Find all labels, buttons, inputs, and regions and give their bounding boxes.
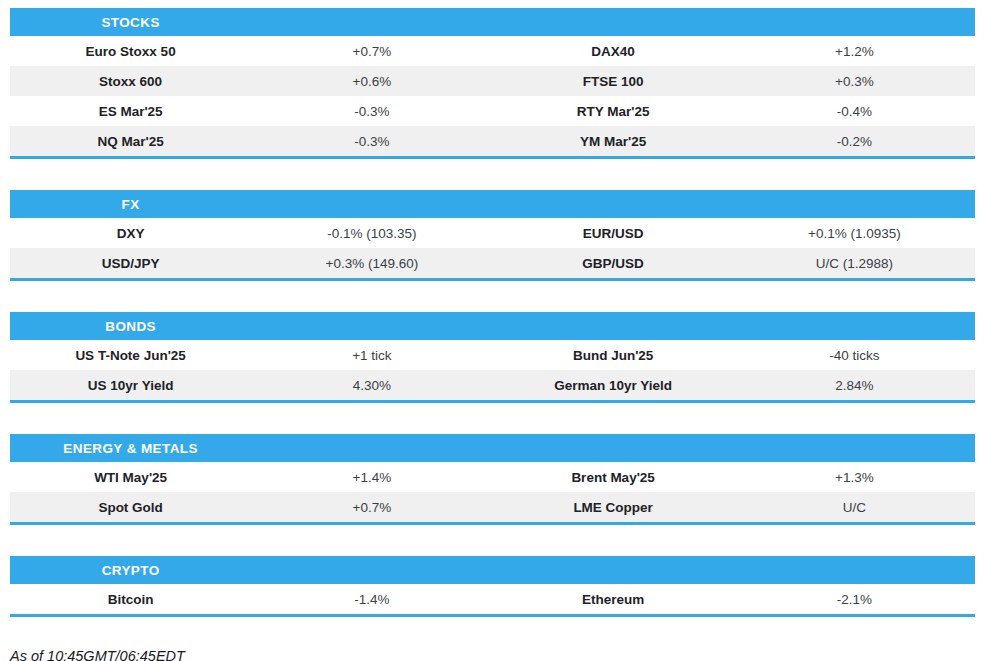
- instrument-value: U/C: [734, 500, 975, 515]
- instrument-label: Brent May'25: [493, 470, 734, 485]
- instrument-label: German 10yr Yield: [493, 378, 734, 393]
- instrument-value: -0.3%: [251, 104, 492, 119]
- instrument-label: YM Mar'25: [493, 134, 734, 149]
- instrument-value: +1.2%: [734, 44, 975, 59]
- section-header-crypto: CRYPTO: [10, 556, 975, 584]
- table-row: Bitcoin -1.4% Ethereum -2.1%: [10, 584, 975, 614]
- market-wrap-page: STOCKS Euro Stoxx 50 +0.7% DAX40 +1.2% S…: [0, 0, 985, 661]
- instrument-label: DAX40: [493, 44, 734, 59]
- section-header-stocks: STOCKS: [10, 8, 975, 36]
- instrument-value: +0.3%: [734, 74, 975, 89]
- instrument-label: WTI May'25: [10, 470, 251, 485]
- instrument-label: Spot Gold: [10, 500, 251, 515]
- section-header-energy-metals: ENERGY & METALS: [10, 434, 975, 462]
- table-row: US 10yr Yield 4.30% German 10yr Yield 2.…: [10, 370, 975, 400]
- instrument-value: -0.3%: [251, 134, 492, 149]
- table-row: ES Mar'25 -0.3% RTY Mar'25 -0.4%: [10, 96, 975, 126]
- instrument-label: RTY Mar'25: [493, 104, 734, 119]
- instrument-label: ES Mar'25: [10, 104, 251, 119]
- instrument-value: -0.2%: [734, 134, 975, 149]
- section-energy-metals: ENERGY & METALS WTI May'25 +1.4% Brent M…: [10, 434, 975, 525]
- section-title: ENERGY & METALS: [10, 441, 251, 456]
- instrument-value: -40 ticks: [734, 348, 975, 363]
- instrument-value: -0.1% (103.35): [251, 226, 492, 241]
- instrument-label: EUR/USD: [493, 226, 734, 241]
- section-fx: FX DXY -0.1% (103.35) EUR/USD +0.1% (1.0…: [10, 190, 975, 281]
- instrument-label: Bund Jun'25: [493, 348, 734, 363]
- instrument-label: Euro Stoxx 50: [10, 44, 251, 59]
- section-crypto: CRYPTO Bitcoin -1.4% Ethereum -2.1%: [10, 556, 975, 617]
- instrument-value: +0.3% (149.60): [251, 256, 492, 271]
- instrument-label: US 10yr Yield: [10, 378, 251, 393]
- instrument-label: Stoxx 600: [10, 74, 251, 89]
- instrument-value: -2.1%: [734, 592, 975, 607]
- table-row: USD/JPY +0.3% (149.60) GBP/USD U/C (1.29…: [10, 248, 975, 278]
- instrument-label: GBP/USD: [493, 256, 734, 271]
- instrument-value: +0.6%: [251, 74, 492, 89]
- instrument-value: U/C (1.2988): [734, 256, 975, 271]
- instrument-label: USD/JPY: [10, 256, 251, 271]
- table-row: US T-Note Jun'25 +1 tick Bund Jun'25 -40…: [10, 340, 975, 370]
- table-row: DXY -0.1% (103.35) EUR/USD +0.1% (1.0935…: [10, 218, 975, 248]
- table-row: Euro Stoxx 50 +0.7% DAX40 +1.2%: [10, 36, 975, 66]
- instrument-label: FTSE 100: [493, 74, 734, 89]
- instrument-label: US T-Note Jun'25: [10, 348, 251, 363]
- section-stocks: STOCKS Euro Stoxx 50 +0.7% DAX40 +1.2% S…: [10, 8, 975, 159]
- section-bonds: BONDS US T-Note Jun'25 +1 tick Bund Jun'…: [10, 312, 975, 403]
- instrument-value: +0.7%: [251, 500, 492, 515]
- section-header-bonds: BONDS: [10, 312, 975, 340]
- instrument-label: DXY: [10, 226, 251, 241]
- instrument-value: -0.4%: [734, 104, 975, 119]
- instrument-value: 4.30%: [251, 378, 492, 393]
- section-title: FX: [10, 197, 251, 212]
- instrument-label: NQ Mar'25: [10, 134, 251, 149]
- instrument-value: +1.4%: [251, 470, 492, 485]
- instrument-label: LME Copper: [493, 500, 734, 515]
- section-title: STOCKS: [10, 15, 251, 30]
- instrument-value: +0.1% (1.0935): [734, 226, 975, 241]
- table-row: Stoxx 600 +0.6% FTSE 100 +0.3%: [10, 66, 975, 96]
- instrument-value: +1.3%: [734, 470, 975, 485]
- table-row: NQ Mar'25 -0.3% YM Mar'25 -0.2%: [10, 126, 975, 156]
- as-of-timestamp: As of 10:45GMT/06:45EDT: [10, 648, 975, 661]
- instrument-value: +0.7%: [251, 44, 492, 59]
- instrument-value: 2.84%: [734, 378, 975, 393]
- table-row: Spot Gold +0.7% LME Copper U/C: [10, 492, 975, 522]
- instrument-value: -1.4%: [251, 592, 492, 607]
- table-row: WTI May'25 +1.4% Brent May'25 +1.3%: [10, 462, 975, 492]
- section-title: BONDS: [10, 319, 251, 334]
- section-title: CRYPTO: [10, 563, 251, 578]
- section-header-fx: FX: [10, 190, 975, 218]
- instrument-label: Bitcoin: [10, 592, 251, 607]
- instrument-label: Ethereum: [493, 592, 734, 607]
- instrument-value: +1 tick: [251, 348, 492, 363]
